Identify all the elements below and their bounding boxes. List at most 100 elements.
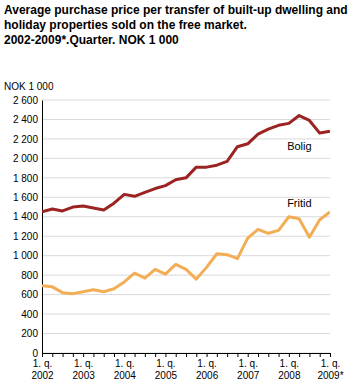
- x-tick-mark: [227, 353, 228, 357]
- x-tick: [320, 353, 321, 357]
- x-tick-mark: [145, 353, 146, 357]
- x-tick-mark: [83, 353, 84, 357]
- x-tick-label: 1. q.2007: [237, 358, 260, 381]
- plot-area: [42, 116, 330, 294]
- x-tick: [155, 353, 156, 357]
- x-tick-label: 1. q.2008: [278, 358, 301, 381]
- y-tick-label: 1 800: [13, 173, 38, 184]
- x-tick-mark: [165, 353, 166, 357]
- y-tick: 1 000: [13, 250, 42, 261]
- grid-line: [42, 294, 330, 295]
- x-tick: 1. q.2009*: [317, 353, 343, 381]
- y-tick: 1 400: [13, 211, 42, 222]
- x-tick-mark: [330, 353, 331, 357]
- y-tick-label: 1 200: [13, 231, 38, 242]
- y-tick-label: 600: [21, 289, 38, 300]
- grid-line: [42, 158, 330, 159]
- x-tick: 1. q.2002: [31, 353, 54, 381]
- x-tick: [145, 353, 146, 357]
- x-tick: 1. q.2003: [73, 353, 96, 381]
- x-tick-mark: [93, 353, 94, 357]
- x-tick-mark: [42, 353, 43, 357]
- y-tick-label: 800: [21, 270, 38, 281]
- grid-line: [42, 275, 330, 276]
- grid-line: [42, 314, 330, 315]
- title: Average purchase price per transfer of b…: [4, 3, 348, 47]
- y-tick: 2 200: [13, 134, 42, 145]
- x-tick-label: 1. q.2002: [31, 358, 54, 381]
- x-axis: 1. q.2002 1. q.2003 1. q.2004 1. q.2005 1. q…: [31, 353, 343, 381]
- x-tick: [237, 353, 238, 357]
- y-tick-label: 2 400: [13, 114, 38, 125]
- y-tick: 800: [21, 270, 42, 281]
- y-tick: 2 600: [13, 95, 42, 106]
- x-tick-mark: [309, 353, 310, 357]
- x-tick: [114, 353, 115, 357]
- y-tick: 1 600: [13, 192, 42, 203]
- series-line: [42, 116, 330, 212]
- x-tick: [73, 353, 74, 357]
- x-tick-mark: [186, 353, 187, 357]
- y-axis-label: NOK 1 000: [4, 81, 54, 92]
- x-tick: [52, 353, 53, 357]
- x-tick-mark: [299, 353, 300, 357]
- x-tick: [63, 353, 64, 357]
- x-tick: [217, 353, 218, 357]
- y-tick-label: 0: [32, 348, 38, 359]
- x-tick: [186, 353, 187, 357]
- x-tick-mark: [320, 353, 321, 357]
- x-tick-mark: [217, 353, 218, 357]
- grid: [42, 100, 330, 353]
- grid-line: [42, 236, 330, 237]
- y-tick: 1 800: [13, 173, 42, 184]
- y-tick-label: 1 600: [13, 192, 38, 203]
- y-tick-label: 1 000: [13, 250, 38, 261]
- x-tick: [227, 353, 228, 357]
- x-tick-mark: [104, 353, 105, 357]
- x-tick-label: 1. q.2006: [196, 358, 219, 381]
- x-tick-mark: [155, 353, 156, 357]
- y-tick: 1 200: [13, 231, 42, 242]
- grid-line: [42, 100, 330, 101]
- y-axis: 0 200 400 600 800 1 000 1 200 1 400 1 600 1 800 2 …: [13, 95, 43, 359]
- y-tick-label: 200: [21, 328, 38, 339]
- y-tick-label: 2 000: [13, 153, 38, 164]
- x-tick: 1. q.2008: [278, 353, 301, 381]
- x-tick-mark: [279, 353, 280, 357]
- y-tick-label: 400: [21, 309, 38, 320]
- x-tick: [104, 353, 105, 357]
- x-tick-mark: [268, 353, 269, 357]
- x-tick-mark: [248, 353, 249, 357]
- y-tick-label: 1 400: [13, 211, 38, 222]
- y-tick: 2 400: [13, 114, 42, 125]
- x-tick-mark: [124, 353, 125, 357]
- chart: Average purchase price per transfer of b…: [0, 0, 362, 383]
- x-tick: 1. q.2004: [114, 353, 137, 381]
- y-axis-line: [42, 101, 43, 354]
- series-label: Bolig: [287, 140, 311, 152]
- x-tick: [268, 353, 269, 357]
- series-label: Fritid: [287, 197, 311, 209]
- x-tick-mark: [73, 353, 74, 357]
- grid-line: [42, 255, 330, 256]
- x-tick: [176, 353, 177, 357]
- x-tick-mark: [135, 353, 136, 357]
- x-tick-mark: [63, 353, 64, 357]
- x-tick-label: 1. q.2005: [155, 358, 178, 381]
- x-tick: 1. q.2007: [237, 353, 260, 381]
- x-tick-mark: [207, 353, 208, 357]
- x-tick-mark: [52, 353, 53, 357]
- x-tick-mark: [237, 353, 238, 357]
- x-tick: [309, 353, 310, 357]
- y-tick: 200: [21, 328, 42, 339]
- x-tick-label: 1. q.2009*: [317, 358, 343, 381]
- x-tick-label: 1. q.2004: [114, 358, 137, 381]
- x-tick: [279, 353, 280, 357]
- x-tick: [299, 353, 300, 357]
- x-tick-mark: [258, 353, 259, 357]
- x-axis-line: [43, 354, 331, 358]
- y-tick-label: 2 600: [13, 95, 38, 106]
- x-tick-mark: [114, 353, 115, 357]
- x-tick-mark: [176, 353, 177, 357]
- x-tick: [196, 353, 197, 357]
